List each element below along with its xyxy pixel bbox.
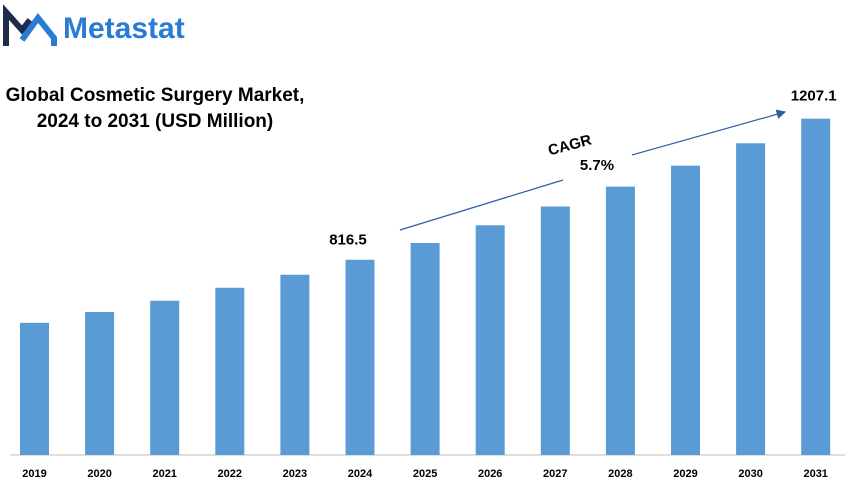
logo-icon (2, 4, 57, 46)
x-tick-label: 2031 (803, 468, 827, 480)
bar (345, 259, 375, 455)
bar (475, 225, 505, 455)
data-label: 1207.1 (791, 88, 837, 105)
x-tick-label: 2022 (218, 468, 242, 480)
x-tick-label: 2025 (413, 468, 437, 480)
bar (85, 311, 115, 455)
bar (671, 165, 700, 455)
x-tick-label: 2024 (348, 468, 373, 480)
bar (280, 274, 310, 455)
x-tick-label: 2023 (283, 468, 307, 480)
x-tick-label: 2030 (738, 468, 762, 480)
chart-title: 2024 to 2031 (USD Million) (37, 111, 274, 132)
bar (215, 287, 245, 455)
x-tick-label: 2026 (478, 468, 502, 480)
x-tick-label: 2020 (87, 468, 111, 480)
bar (801, 118, 831, 455)
x-tick-label: 2027 (543, 468, 567, 480)
bar (605, 186, 635, 455)
bar (736, 143, 766, 455)
data-label: 816.5 (329, 232, 367, 249)
chart-title: Global Cosmetic Surgery Market, (6, 85, 305, 106)
x-tick-label: 2028 (608, 468, 632, 480)
cagr-arrow (399, 179, 564, 231)
brand: Metastat (63, 12, 185, 45)
x-tick-label: 2021 (152, 468, 176, 480)
bar (410, 242, 440, 455)
x-tick-label: 2029 (673, 468, 697, 480)
cagr-label: CAGR (546, 132, 593, 160)
bar (150, 300, 180, 455)
cagr-arrow (631, 109, 787, 156)
bar (20, 322, 49, 455)
bar (540, 206, 570, 455)
cagr-value: 5.7% (580, 157, 614, 174)
x-tick-label: 2019 (22, 468, 46, 480)
